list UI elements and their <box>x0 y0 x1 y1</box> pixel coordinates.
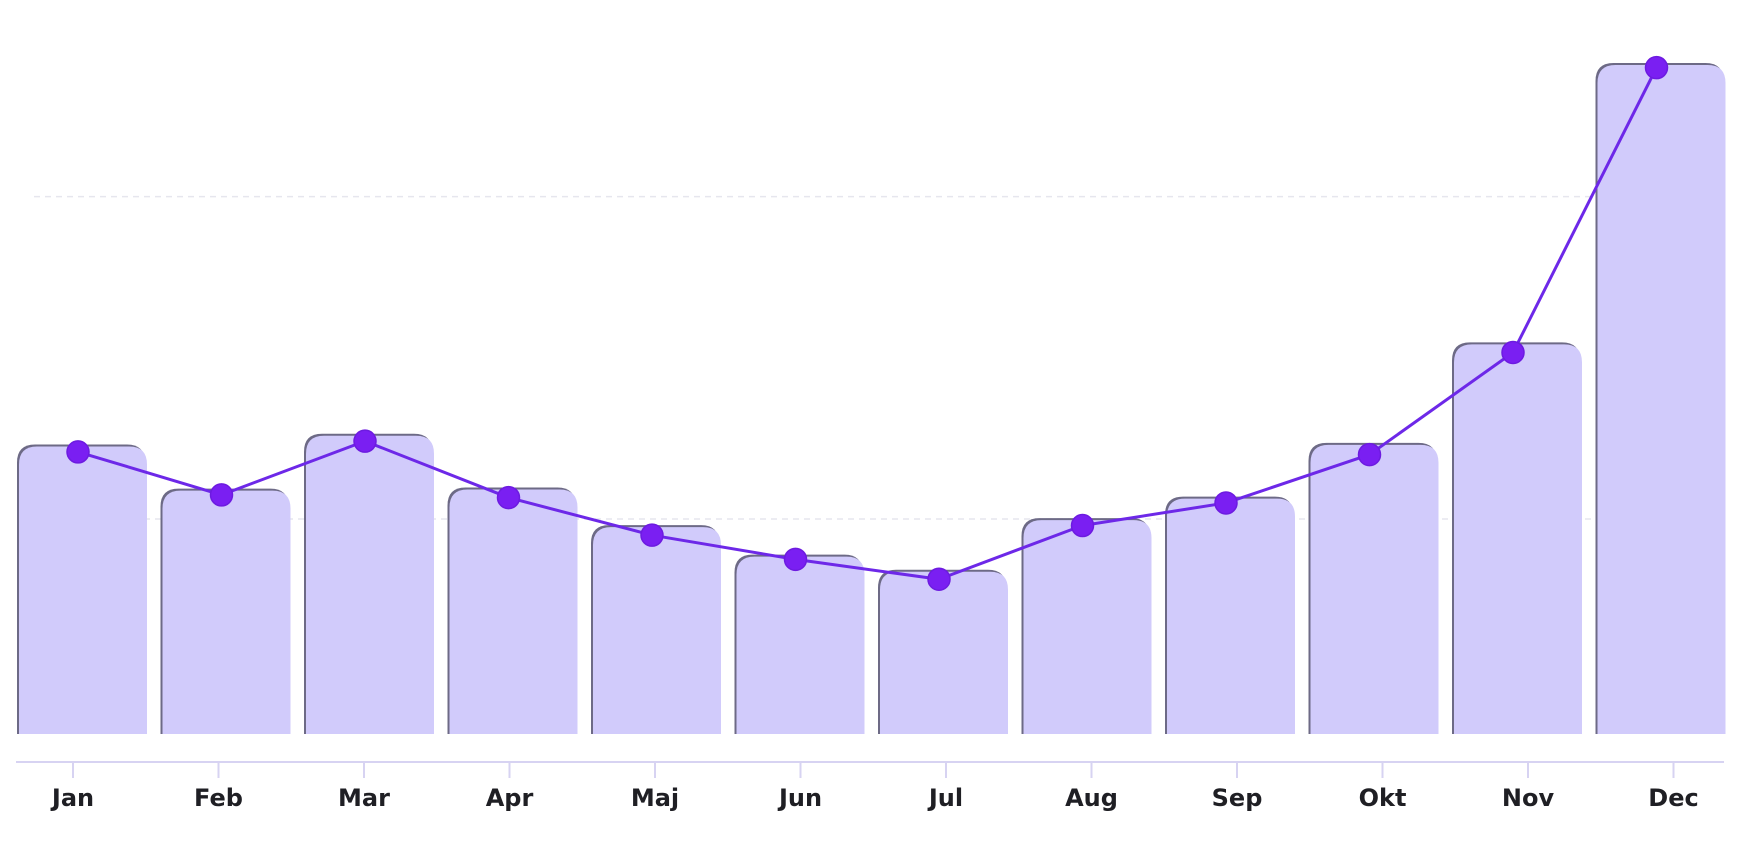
point-jan <box>66 440 90 464</box>
point-nov <box>1501 340 1525 365</box>
bars <box>17 63 1726 734</box>
x-tick-label-maj: Maj <box>631 784 679 812</box>
bar-jul <box>880 571 1008 734</box>
x-tick-label-nov: Nov <box>1502 784 1555 812</box>
bar-jan <box>19 446 147 734</box>
bar-nov <box>1454 344 1582 734</box>
x-axis <box>16 761 1724 778</box>
bar-jun <box>736 556 865 734</box>
trend-line <box>76 66 1658 581</box>
x-tick-label-mar: Mar <box>338 784 390 812</box>
x-tick-labels: Jan Feb Mar Apr Maj Jun Jul Aug Sep Okt Nov Dec <box>50 784 1699 812</box>
point-maj <box>640 523 664 547</box>
x-tick-label-sep: Sep <box>1212 784 1263 812</box>
x-tick-label-okt: Okt <box>1359 784 1407 812</box>
line-series <box>76 66 1658 581</box>
bar-dec <box>1597 65 1726 734</box>
x-tick-label-jul: Jul <box>927 784 963 812</box>
point-feb <box>209 483 234 507</box>
bar-okt <box>1310 444 1439 734</box>
bar-apr <box>449 489 578 734</box>
point-jul <box>927 567 951 591</box>
point-dec <box>1644 55 1669 80</box>
x-tick-label-feb: Feb <box>194 784 243 812</box>
point-aug <box>1070 513 1095 538</box>
bar-mar <box>306 435 434 734</box>
x-tick-label-jan: Jan <box>50 784 94 812</box>
x-tick-label-aug: Aug <box>1065 784 1118 812</box>
x-tick-label-jun: Jun <box>777 784 822 812</box>
bar-feb <box>162 490 291 734</box>
bar-maj <box>593 527 721 734</box>
point-sep <box>1214 491 1238 515</box>
point-jun <box>783 547 808 572</box>
x-tick-label-apr: Apr <box>486 784 534 812</box>
x-tick-label-dec: Dec <box>1648 784 1698 812</box>
point-apr <box>496 485 521 510</box>
point-mar <box>353 429 377 453</box>
bar-sep <box>1167 498 1295 734</box>
point-okt <box>1357 442 1382 467</box>
bar-aug <box>1023 520 1152 734</box>
line-points <box>66 55 1669 591</box>
